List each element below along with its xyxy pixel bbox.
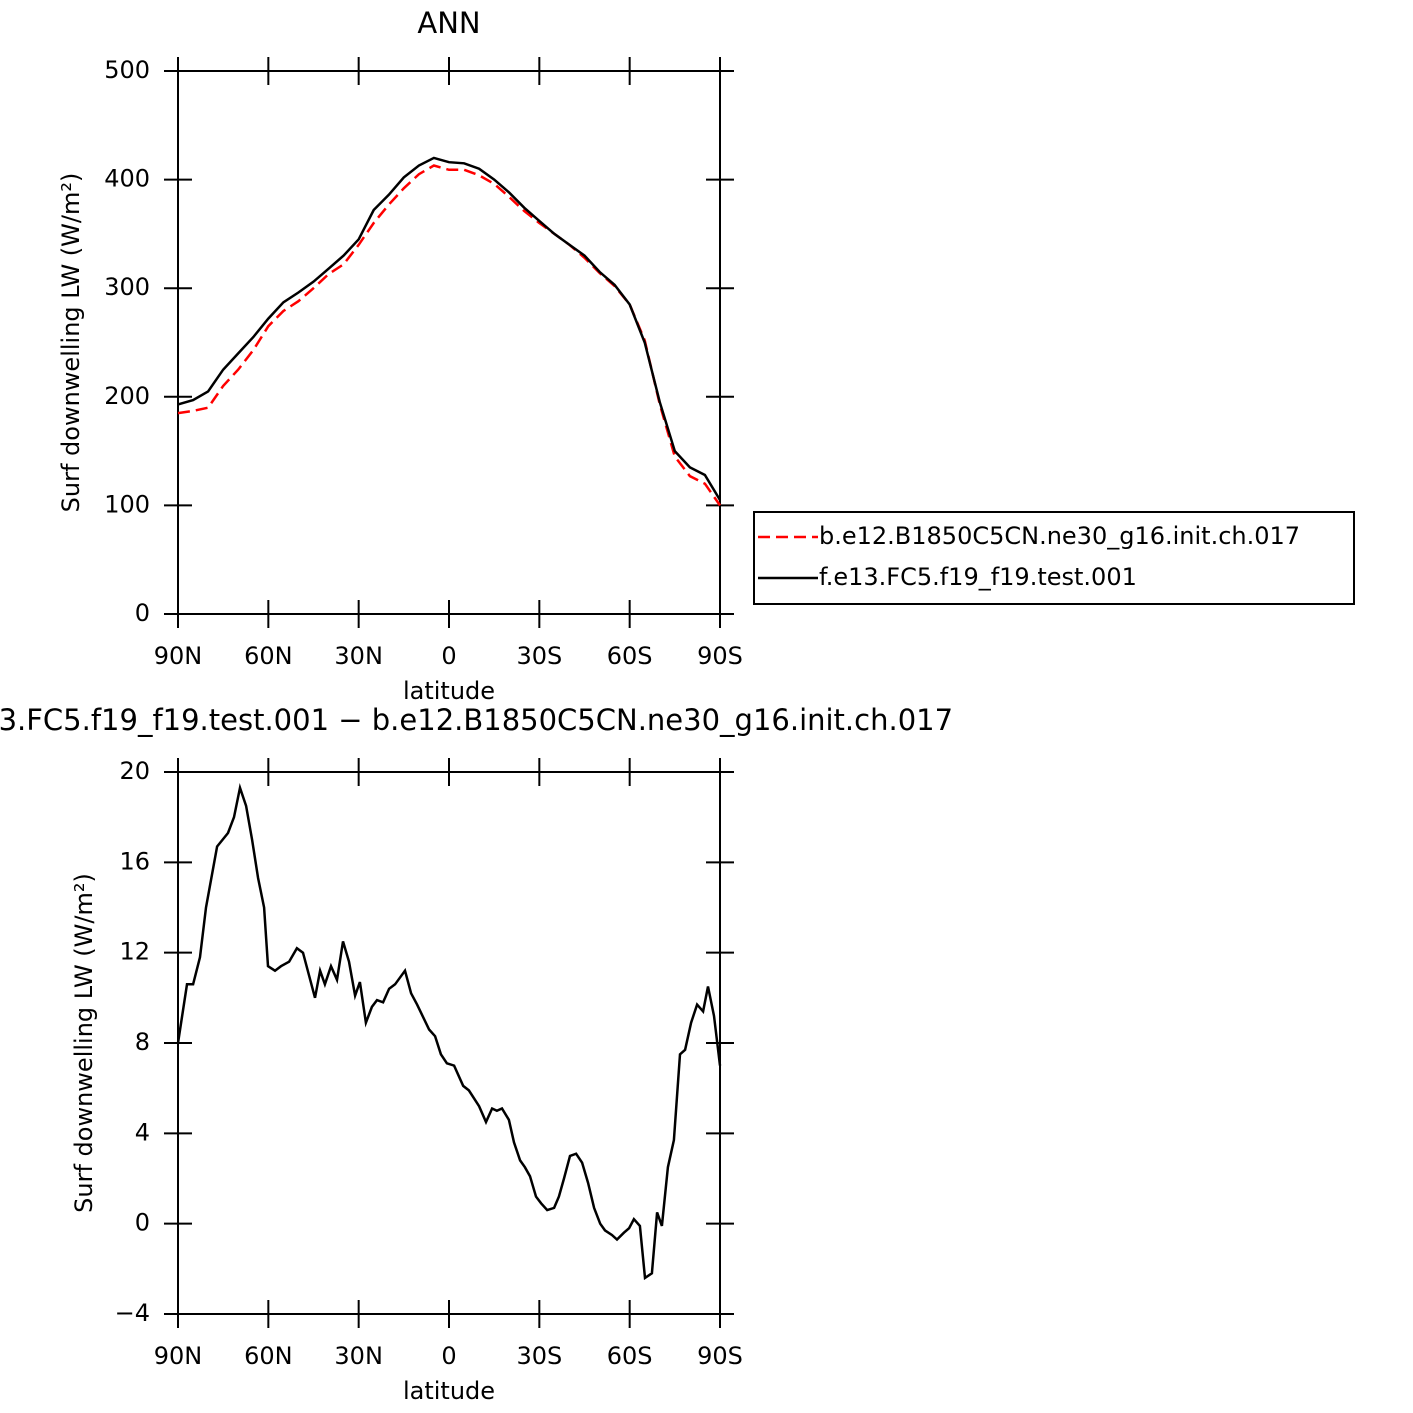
x-tick-label: 90N <box>154 1342 203 1370</box>
y-tick-label: 500 <box>104 56 150 84</box>
x-tick-label: 60N <box>244 1342 293 1370</box>
line-series <box>177 156 722 501</box>
x-tick-label: 30N <box>334 1342 383 1370</box>
y-tick-label: −4 <box>115 1299 150 1327</box>
x-tick-label: 90S <box>697 642 743 670</box>
chart-title: f.e13.FC5.f19_f19.test.001 − b.e12.B1850… <box>0 703 953 737</box>
line-series <box>177 164 722 507</box>
legend-box <box>753 511 1355 605</box>
y-tick-label: 4 <box>135 1118 150 1146</box>
legend-label: f.e13.FC5.f19_f19.test.001 <box>819 563 1137 591</box>
y-tick-label: 12 <box>119 938 150 966</box>
line-series <box>176 783 722 1281</box>
y-tick-label: 20 <box>119 757 150 785</box>
x-tick-label: 30N <box>334 642 383 670</box>
x-tick-label: 90S <box>697 1342 743 1370</box>
y-tick-label: 200 <box>104 382 150 410</box>
x-tick-label: 90N <box>154 642 203 670</box>
y-axis-label: Surf downwelling LW (W/m²) <box>57 173 85 513</box>
y-tick-label: 300 <box>104 273 150 301</box>
y-tick-label: 0 <box>135 599 150 627</box>
y-axis-label: Surf downwelling LW (W/m²) <box>70 873 98 1213</box>
x-tick-label: 0 <box>441 642 456 670</box>
y-tick-label: 16 <box>119 847 150 875</box>
chart-title: ANN <box>417 6 480 40</box>
x-tick-label: 30S <box>516 1342 562 1370</box>
y-tick-label: 0 <box>135 1209 150 1237</box>
x-axis-label: latitude <box>403 1377 495 1405</box>
x-tick-label: 0 <box>441 1342 456 1370</box>
y-tick-label: 100 <box>104 490 150 518</box>
y-tick-label: 400 <box>104 165 150 193</box>
x-tick-label: 60S <box>607 642 653 670</box>
x-tick-label: 30S <box>516 642 562 670</box>
x-tick-label: 60S <box>607 1342 653 1370</box>
plot-frame <box>177 771 721 1315</box>
x-axis-label: latitude <box>403 677 495 705</box>
legend-label: b.e12.B1850C5CN.ne30_g16.init.ch.017 <box>819 522 1300 550</box>
y-tick-label: 8 <box>135 1028 150 1056</box>
x-tick-label: 60N <box>244 642 293 670</box>
